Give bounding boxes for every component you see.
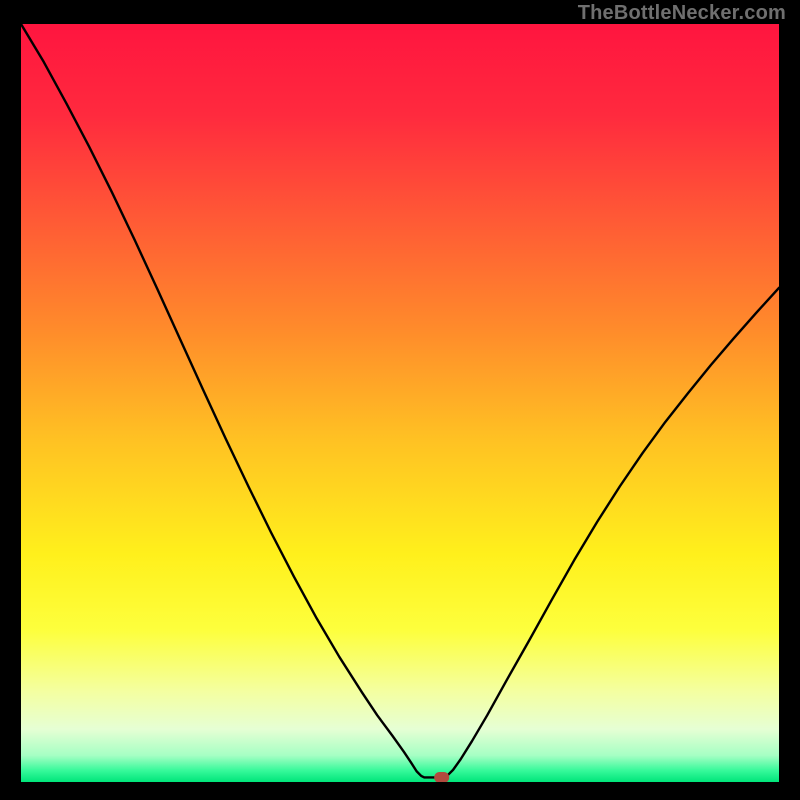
- min-marker: [435, 772, 449, 782]
- plot-svg: [21, 24, 779, 782]
- plot-area: [21, 24, 779, 782]
- watermark-text: TheBottleNecker.com: [578, 2, 786, 25]
- plot-background: [21, 24, 779, 782]
- chart-frame: TheBottleNecker.com: [0, 0, 800, 800]
